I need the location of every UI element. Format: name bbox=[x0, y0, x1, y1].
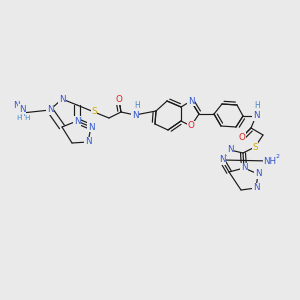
Text: H: H bbox=[16, 115, 22, 121]
Text: N: N bbox=[88, 122, 94, 131]
Text: H: H bbox=[24, 115, 30, 121]
Text: N: N bbox=[132, 110, 138, 119]
Text: H: H bbox=[134, 100, 140, 109]
Text: H: H bbox=[19, 109, 25, 118]
Text: N: N bbox=[59, 94, 65, 103]
Text: O: O bbox=[116, 95, 122, 104]
Text: S: S bbox=[91, 107, 97, 116]
Text: N: N bbox=[74, 116, 80, 125]
Text: H: H bbox=[254, 101, 260, 110]
Text: N: N bbox=[255, 169, 261, 178]
Text: O: O bbox=[188, 122, 194, 130]
Text: N: N bbox=[85, 137, 91, 146]
Text: N: N bbox=[13, 101, 19, 110]
Text: N: N bbox=[188, 97, 194, 106]
Text: O: O bbox=[238, 133, 245, 142]
Text: N: N bbox=[253, 184, 259, 193]
Text: S: S bbox=[252, 142, 258, 152]
Text: N: N bbox=[19, 104, 25, 113]
Text: 2: 2 bbox=[276, 154, 280, 160]
Text: N: N bbox=[219, 155, 225, 164]
Text: N: N bbox=[241, 164, 247, 172]
Text: NH: NH bbox=[263, 157, 277, 166]
Text: N: N bbox=[253, 112, 259, 121]
Text: N: N bbox=[227, 146, 233, 154]
Text: N: N bbox=[47, 106, 53, 115]
